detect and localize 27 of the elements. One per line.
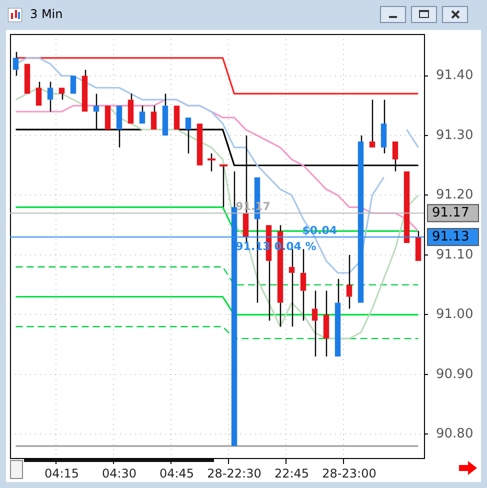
candlestick xyxy=(323,290,330,358)
x-tick-label: 28-22:30 xyxy=(207,466,262,480)
candlestick xyxy=(380,99,387,154)
candlestick xyxy=(47,81,54,112)
candlestick xyxy=(231,170,238,446)
y-tick-label: 91.30 xyxy=(436,128,474,143)
candlestick xyxy=(346,254,352,310)
y-tick-label: 91.20 xyxy=(436,188,474,203)
y-tick-label: 91.40 xyxy=(436,68,474,84)
candlestick xyxy=(162,93,168,136)
x-tick-label: 04:30 xyxy=(102,466,137,480)
candlestick xyxy=(334,278,341,356)
chart-title: 3 Min xyxy=(30,7,63,21)
ref-line-label: 91.17 xyxy=(432,206,470,221)
x-tick-label: 22:45 xyxy=(274,466,310,480)
y-tick-label: 91.10 xyxy=(436,247,474,262)
x-tick-label: 04:45 xyxy=(159,466,194,480)
candlestick xyxy=(300,248,306,322)
x-tick-label: 28-23:00 xyxy=(322,466,376,480)
candlestick xyxy=(12,51,19,76)
ref-line-label: 91.13 xyxy=(432,229,470,244)
x-tick-label: 04:15 xyxy=(44,466,80,480)
y-tick-label: 90.80 xyxy=(436,426,474,442)
y-tick-label: 90.90 xyxy=(436,366,474,382)
y-tick-label: 91.00 xyxy=(436,307,474,322)
candlestick xyxy=(312,290,318,358)
candlestick xyxy=(369,99,376,148)
